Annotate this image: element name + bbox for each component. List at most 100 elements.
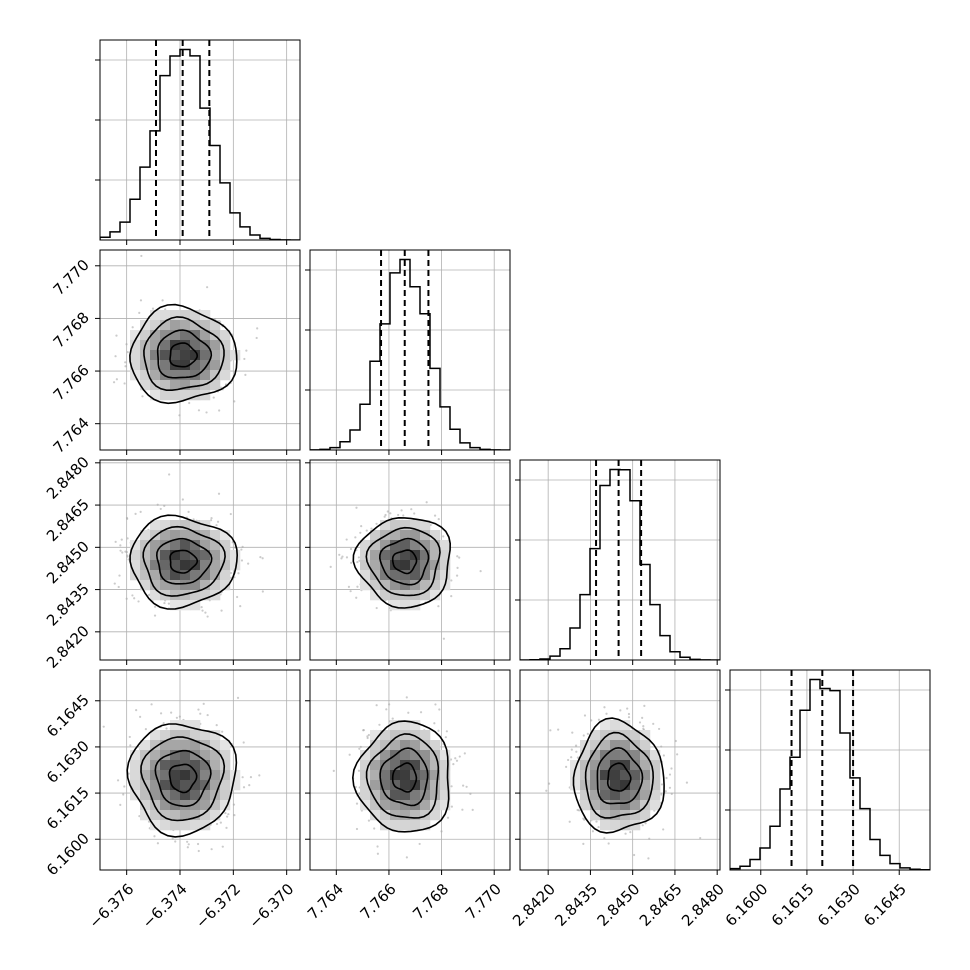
density-cell — [150, 540, 161, 551]
density-cell — [200, 760, 211, 771]
density-cell — [360, 780, 371, 791]
panel-3-3-plot-area — [730, 670, 930, 870]
scatter-point — [665, 776, 668, 780]
scatter-point — [256, 327, 259, 330]
scatter-point — [433, 514, 437, 517]
density-cell — [130, 760, 141, 771]
density-cell — [360, 580, 371, 591]
panel-3-2-contour-3 — [572, 717, 665, 834]
scatter-point — [670, 767, 673, 770]
panel-3-1-frame — [309, 669, 511, 871]
density-cell — [170, 530, 181, 541]
scatter-point — [123, 382, 126, 385]
density-cell — [610, 800, 621, 811]
density-cell — [180, 780, 191, 791]
density-cell — [180, 720, 191, 731]
scatter-point — [139, 715, 142, 718]
density-cell — [370, 800, 381, 811]
panel-3-1 — [305, 669, 511, 875]
density-cell — [180, 810, 191, 821]
density-cell — [160, 560, 171, 571]
density-cell — [160, 520, 171, 531]
density-cell — [170, 350, 181, 361]
scatter-point — [405, 696, 408, 699]
scatter-point — [629, 831, 632, 834]
density-cell — [210, 360, 221, 371]
scatter-point — [131, 326, 134, 329]
scatter-point — [240, 548, 243, 551]
density-cell — [140, 760, 151, 771]
scatter-point — [201, 609, 204, 612]
scatter-point — [660, 745, 663, 748]
scatter-point — [647, 857, 650, 860]
panel-1-1-plot-area — [310, 250, 510, 450]
scatter-point — [348, 753, 351, 756]
density-cell — [220, 560, 231, 571]
density-cell — [180, 320, 191, 331]
scatter-point — [402, 514, 405, 517]
density-cell — [430, 740, 441, 751]
density-cell — [170, 380, 181, 391]
scatter-point — [652, 722, 655, 725]
scatter-point — [357, 769, 361, 772]
density-cell — [640, 790, 651, 801]
scatter-point — [433, 722, 436, 725]
density-cell — [140, 580, 151, 591]
density-cell — [400, 580, 411, 591]
density-cell — [220, 370, 231, 381]
density-cell — [180, 770, 191, 781]
panel-2-1 — [305, 459, 511, 665]
density-cell — [180, 600, 191, 611]
density-cell — [220, 740, 231, 751]
density-cell — [160, 820, 171, 831]
scatter-point — [358, 747, 361, 750]
density-cell — [210, 350, 221, 361]
density-cell — [150, 310, 161, 321]
scatter-point — [255, 336, 258, 340]
density-cell — [190, 780, 201, 791]
scatter-point — [137, 600, 140, 603]
density-cell — [160, 750, 171, 761]
scatter-point — [357, 556, 360, 559]
density-cell — [190, 310, 201, 321]
density-cell — [630, 730, 641, 741]
density-cell — [380, 820, 391, 831]
scatter-point — [125, 516, 129, 520]
density-cell — [170, 330, 181, 341]
scatter-point — [674, 739, 677, 743]
density-cell — [220, 790, 231, 801]
density-cell — [150, 780, 161, 791]
scatter-point — [349, 547, 353, 551]
density-cell — [420, 750, 431, 761]
density-cell — [440, 790, 451, 801]
density-cell — [130, 330, 141, 341]
scatter-point — [347, 585, 351, 588]
scatter-point — [345, 538, 348, 541]
density-cell — [180, 790, 191, 801]
density-cell — [390, 770, 401, 781]
scatter-point — [355, 802, 359, 805]
density-cell — [420, 820, 431, 831]
density-cell — [420, 580, 431, 591]
scatter-point — [567, 758, 570, 762]
density-cell — [650, 800, 661, 811]
density-cell — [370, 790, 381, 801]
panel-3-2-contour-2 — [584, 731, 655, 819]
scatter-point — [138, 311, 141, 314]
scatter-point — [171, 837, 174, 840]
scatter-point — [202, 702, 205, 705]
panel-1-0-frame — [99, 249, 301, 451]
density-cell — [180, 540, 191, 551]
x-tick-label-param-0: −6.376 — [85, 880, 137, 932]
scatter-point — [450, 579, 453, 582]
scatter-point — [248, 784, 251, 787]
density-cell — [180, 730, 191, 741]
density-cell — [390, 760, 401, 771]
density-cell — [180, 350, 191, 361]
density-cell — [570, 760, 581, 771]
density-cell — [610, 760, 621, 771]
density-cell — [200, 750, 211, 761]
density-cell — [190, 810, 201, 821]
scatter-point — [664, 790, 667, 793]
scatter-point — [375, 606, 378, 610]
